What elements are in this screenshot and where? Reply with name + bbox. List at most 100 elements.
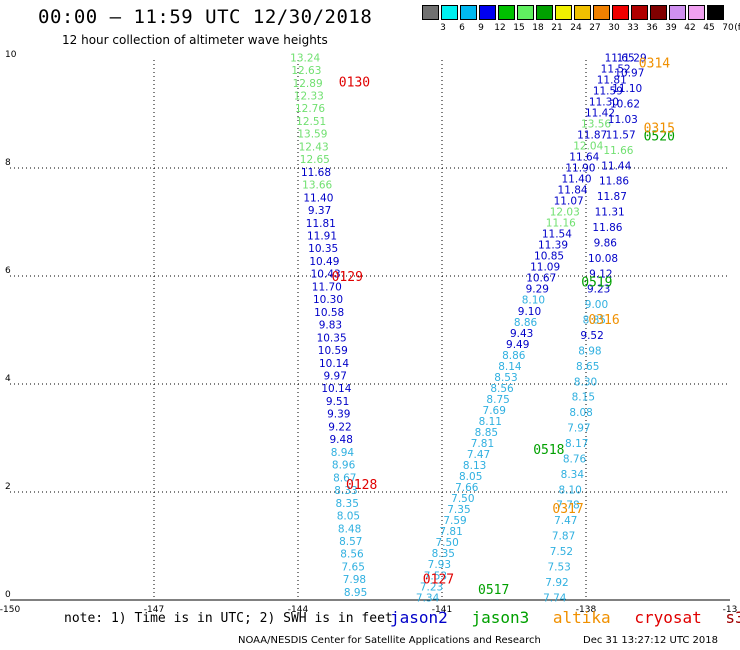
color-scale-label: 27 (589, 23, 601, 33)
swh-value: 7.47 (554, 515, 577, 527)
swh-value: 8.96 (332, 460, 356, 472)
swh-value: 8.95 (344, 587, 367, 599)
swh-value: 12.63 (291, 65, 321, 77)
swh-value: 12.03 (550, 207, 580, 219)
swh-value: 12.43 (299, 141, 329, 153)
lon-tick-label: -150 (0, 605, 20, 615)
generation-timestamp: Dec 31 13:27:12 UTC 2018 (583, 635, 718, 646)
swh-value: 13.66 (302, 180, 332, 192)
lon-tick-label: -141 (432, 605, 452, 615)
color-scale-label: 6 (459, 23, 465, 33)
legend-jason2: jason2 (390, 608, 448, 627)
swh-value: 11.90 (565, 163, 595, 175)
swh-value: 10.14 (319, 358, 349, 370)
swh-value: 8.85 (475, 427, 498, 439)
swh-value: 11.39 (538, 240, 568, 252)
swh-value: 7.65 (342, 561, 365, 573)
swh-value: 7.81 (471, 438, 494, 450)
color-scale-label: 30 (608, 23, 620, 33)
swh-value: 11.70 (312, 281, 342, 293)
swh-value: 10.62 (610, 99, 640, 111)
page-title: 00:00 – 11:59 UTC 12/30/2018 (38, 6, 373, 28)
swh-value: 8.53 (494, 372, 517, 384)
color-scale-label: 9 (478, 23, 484, 33)
swh-value: 8.35 (336, 498, 359, 510)
swh-value: 8.34 (561, 469, 585, 481)
swh-value: 10.97 (614, 68, 644, 80)
swh-value: 11.03 (608, 114, 638, 126)
color-scale-swatch (574, 5, 591, 20)
color-scale-swatch (498, 5, 515, 20)
swh-value: 11.59 (593, 85, 623, 97)
swh-value: 9.12 (589, 268, 612, 280)
swh-value: 11.30 (589, 96, 619, 108)
color-scale-label: 70 (722, 23, 734, 33)
swh-value: 8.98 (578, 345, 601, 357)
swh-value: 7.35 (447, 504, 470, 516)
pass-time-label: 0520 (644, 130, 675, 145)
swh-value: 9.00 (585, 299, 608, 311)
swh-value: 7.53 (547, 561, 570, 573)
swh-value: 7.81 (439, 526, 462, 538)
swh-value: 7.78 (556, 500, 579, 512)
color-scale-label: 18 (532, 23, 544, 33)
swh-value: 11.10 (612, 83, 642, 95)
swh-value: 9.22 (328, 421, 351, 433)
pass-time-label: 0315 (644, 122, 675, 137)
lat-tick-label: 4 (5, 374, 11, 384)
swh-value: 7.69 (483, 405, 506, 417)
swh-value: 8.86 (514, 317, 538, 329)
lon-tick-label: -13 (723, 605, 738, 615)
swh-value: 7.23 (420, 581, 443, 593)
swh-value: 11.09 (530, 262, 560, 274)
pass-time-label: 0518 (533, 443, 564, 458)
swh-value: 8.65 (576, 361, 599, 373)
color-scale-label: 12 (494, 23, 506, 33)
swh-value: 11.57 (606, 129, 636, 141)
swh-value: 8.14 (498, 361, 522, 373)
swh-value: 11.68 (301, 167, 331, 179)
pass-time-label: 0314 (639, 57, 670, 72)
color-scale-swatch (517, 5, 534, 20)
swh-value: 7.47 (467, 449, 490, 461)
color-scale-label: 33 (627, 23, 639, 33)
lat-tick-label: 0 (5, 590, 11, 600)
swh-value: 10.30 (313, 294, 343, 306)
swh-value: 9.97 (324, 371, 347, 383)
swh-value: 10.14 (321, 383, 351, 395)
swh-value: 8.56 (340, 549, 364, 561)
lon-tick-label: -138 (576, 605, 597, 615)
color-scale-label: 21 (551, 23, 563, 33)
swh-value: 8.76 (563, 453, 587, 465)
swh-value: 7.93 (428, 559, 451, 571)
swh-value: 12.65 (300, 154, 330, 166)
swh-value: 10.08 (588, 253, 618, 265)
swh-value: 9.29 (526, 284, 549, 296)
swh-value: 10.67 (526, 273, 556, 285)
swh-value: 8.75 (486, 394, 509, 406)
lat-tick-label: 8 (5, 158, 11, 168)
swh-value: 11.84 (558, 185, 588, 197)
swh-value: 8.11 (479, 416, 502, 428)
swh-value: 8.48 (338, 523, 361, 535)
lat-tick-label: 6 (5, 266, 11, 276)
swh-value: 8.10 (558, 484, 581, 496)
swh-value: 8.33 (334, 485, 357, 497)
swh-value: 13.59 (297, 129, 327, 141)
swh-value: 10.58 (314, 307, 344, 319)
lat-tick-label: 2 (5, 482, 11, 492)
swh-value: 11.16 (546, 218, 576, 230)
swh-value: 8.17 (565, 438, 588, 450)
swh-value: 7.87 (552, 531, 575, 543)
swh-value: 11.66 (603, 145, 633, 157)
swh-value: 10.59 (318, 345, 348, 357)
swh-value: 11.52 (601, 63, 631, 75)
legend-s3a: s3a (725, 608, 740, 627)
lat-tick-label: 10 (5, 50, 17, 60)
color-scale-swatch (688, 5, 705, 20)
color-scale-swatch (707, 5, 724, 20)
pass-time-label: 0129 (332, 270, 363, 285)
swh-value: 11.44 (601, 160, 631, 172)
page-subtitle: 12 hour collection of altimeter wave hei… (62, 33, 328, 47)
